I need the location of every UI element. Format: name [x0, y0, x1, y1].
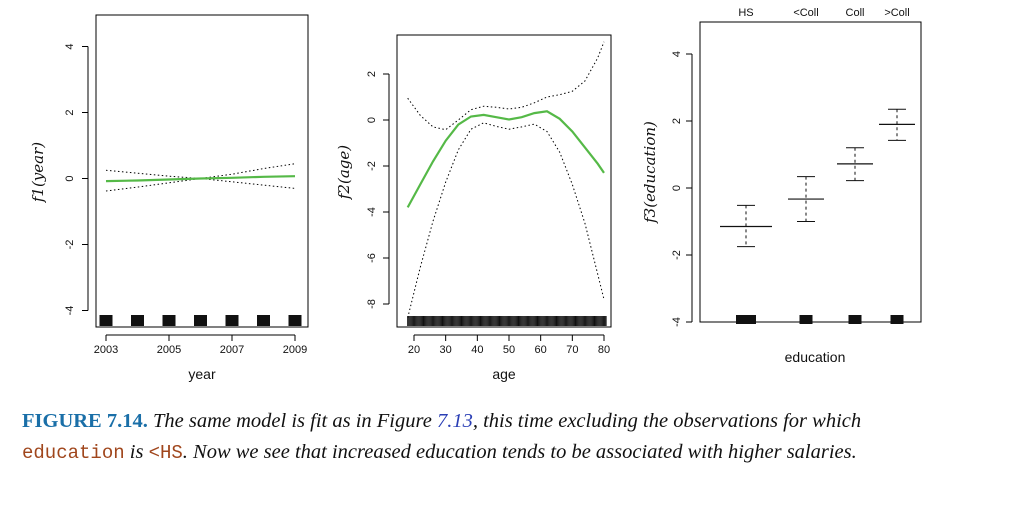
y-tick-label: -2 [671, 250, 683, 260]
y-tick-label: 2 [671, 118, 683, 124]
x-tick-label: 20 [408, 344, 420, 356]
rug-mark [848, 315, 862, 324]
plot-frame [699, 21, 922, 323]
y-tick-label: 0 [671, 185, 683, 191]
x-tick-label: 2005 [157, 344, 181, 356]
y-axis-title: f1(year) [29, 142, 47, 203]
y-axis-title: f2(age) [335, 145, 353, 200]
x-tick-label: 70 [566, 344, 578, 356]
y-tick-label: -4 [64, 306, 76, 316]
rug-mark [890, 315, 904, 324]
figure-label: FIGURE 7.14. [22, 410, 148, 432]
caption-text-3: is [129, 441, 144, 463]
x-tick-label: 2007 [220, 344, 244, 356]
y-tick-label: -2 [64, 240, 76, 250]
y-tick-label: 4 [671, 51, 683, 57]
rug-mark [99, 315, 113, 326]
y-tick-label: -8 [366, 299, 378, 309]
rug-mark [257, 315, 270, 326]
x-tick-label: 30 [440, 344, 452, 356]
y-tick-label: 0 [366, 117, 378, 123]
y-tick-label: -4 [366, 207, 378, 217]
panel-education: -4 -2 0 2 4 HS <Coll Coll >Coll education f3(educa… [641, 7, 922, 365]
top-category-label: HS [738, 7, 753, 19]
rug-mark [799, 315, 813, 324]
gam-figure: -4 -2 0 2 4 2003 2005 2007 2009 year f1(year) -8 -6… [29, 7, 922, 382]
code-education: education [22, 442, 125, 464]
x-axis-title: education [785, 349, 846, 365]
plot-frame [396, 34, 612, 328]
panel-year: -4 -2 0 2 4 2003 2005 2007 2009 year f1(year) [29, 14, 309, 382]
fit-line [406, 110, 605, 208]
y-tick-label: -2 [366, 161, 378, 171]
rug-mark [131, 315, 144, 326]
top-category-label: Coll [846, 7, 865, 19]
rug-mark [225, 315, 239, 326]
y-tick-label: 4 [64, 43, 76, 49]
y-tick-label: 2 [64, 109, 76, 115]
rug-mark [162, 315, 176, 326]
top-category-label: >Coll [884, 7, 909, 19]
panel-age: -8 -6 -4 -2 0 2 20 30 40 50 60 70 80 age f2(age) [335, 34, 612, 382]
figure-reference-link[interactable]: 7.13 [436, 410, 473, 432]
caption-text-2: , this time excluding the observations f… [472, 410, 862, 432]
upper-band-line [407, 41, 605, 131]
caption-text-1: The same model is fit as in Figure [152, 410, 432, 432]
y-tick-label: 0 [64, 175, 76, 181]
code-hs: <HS [148, 442, 183, 464]
x-tick-label: 60 [535, 344, 547, 356]
y-axis-title: f3(education) [641, 121, 659, 224]
x-tick-label: 2009 [283, 344, 307, 356]
x-tick-label: 50 [503, 344, 515, 356]
top-category-label: <Coll [793, 7, 818, 19]
x-axis-title: year [188, 366, 216, 382]
figure-caption: FIGURE 7.14. The same model is fit as in… [22, 406, 942, 469]
rug-mark [194, 315, 207, 326]
x-tick-label: 80 [598, 344, 610, 356]
rug-mark [288, 315, 302, 326]
y-tick-label: -6 [366, 253, 378, 263]
y-tick-label: 2 [366, 71, 378, 77]
x-tick-label: 40 [471, 344, 483, 356]
x-tick-label: 2003 [94, 344, 118, 356]
caption-text-4: . Now we see that increased education te… [182, 441, 857, 463]
plot-frame [95, 14, 309, 328]
fit-line [105, 175, 296, 183]
rug-mark [736, 315, 756, 324]
x-axis-title: age [492, 366, 516, 382]
y-tick-label: -4 [671, 317, 683, 327]
lower-band-line [407, 122, 605, 318]
